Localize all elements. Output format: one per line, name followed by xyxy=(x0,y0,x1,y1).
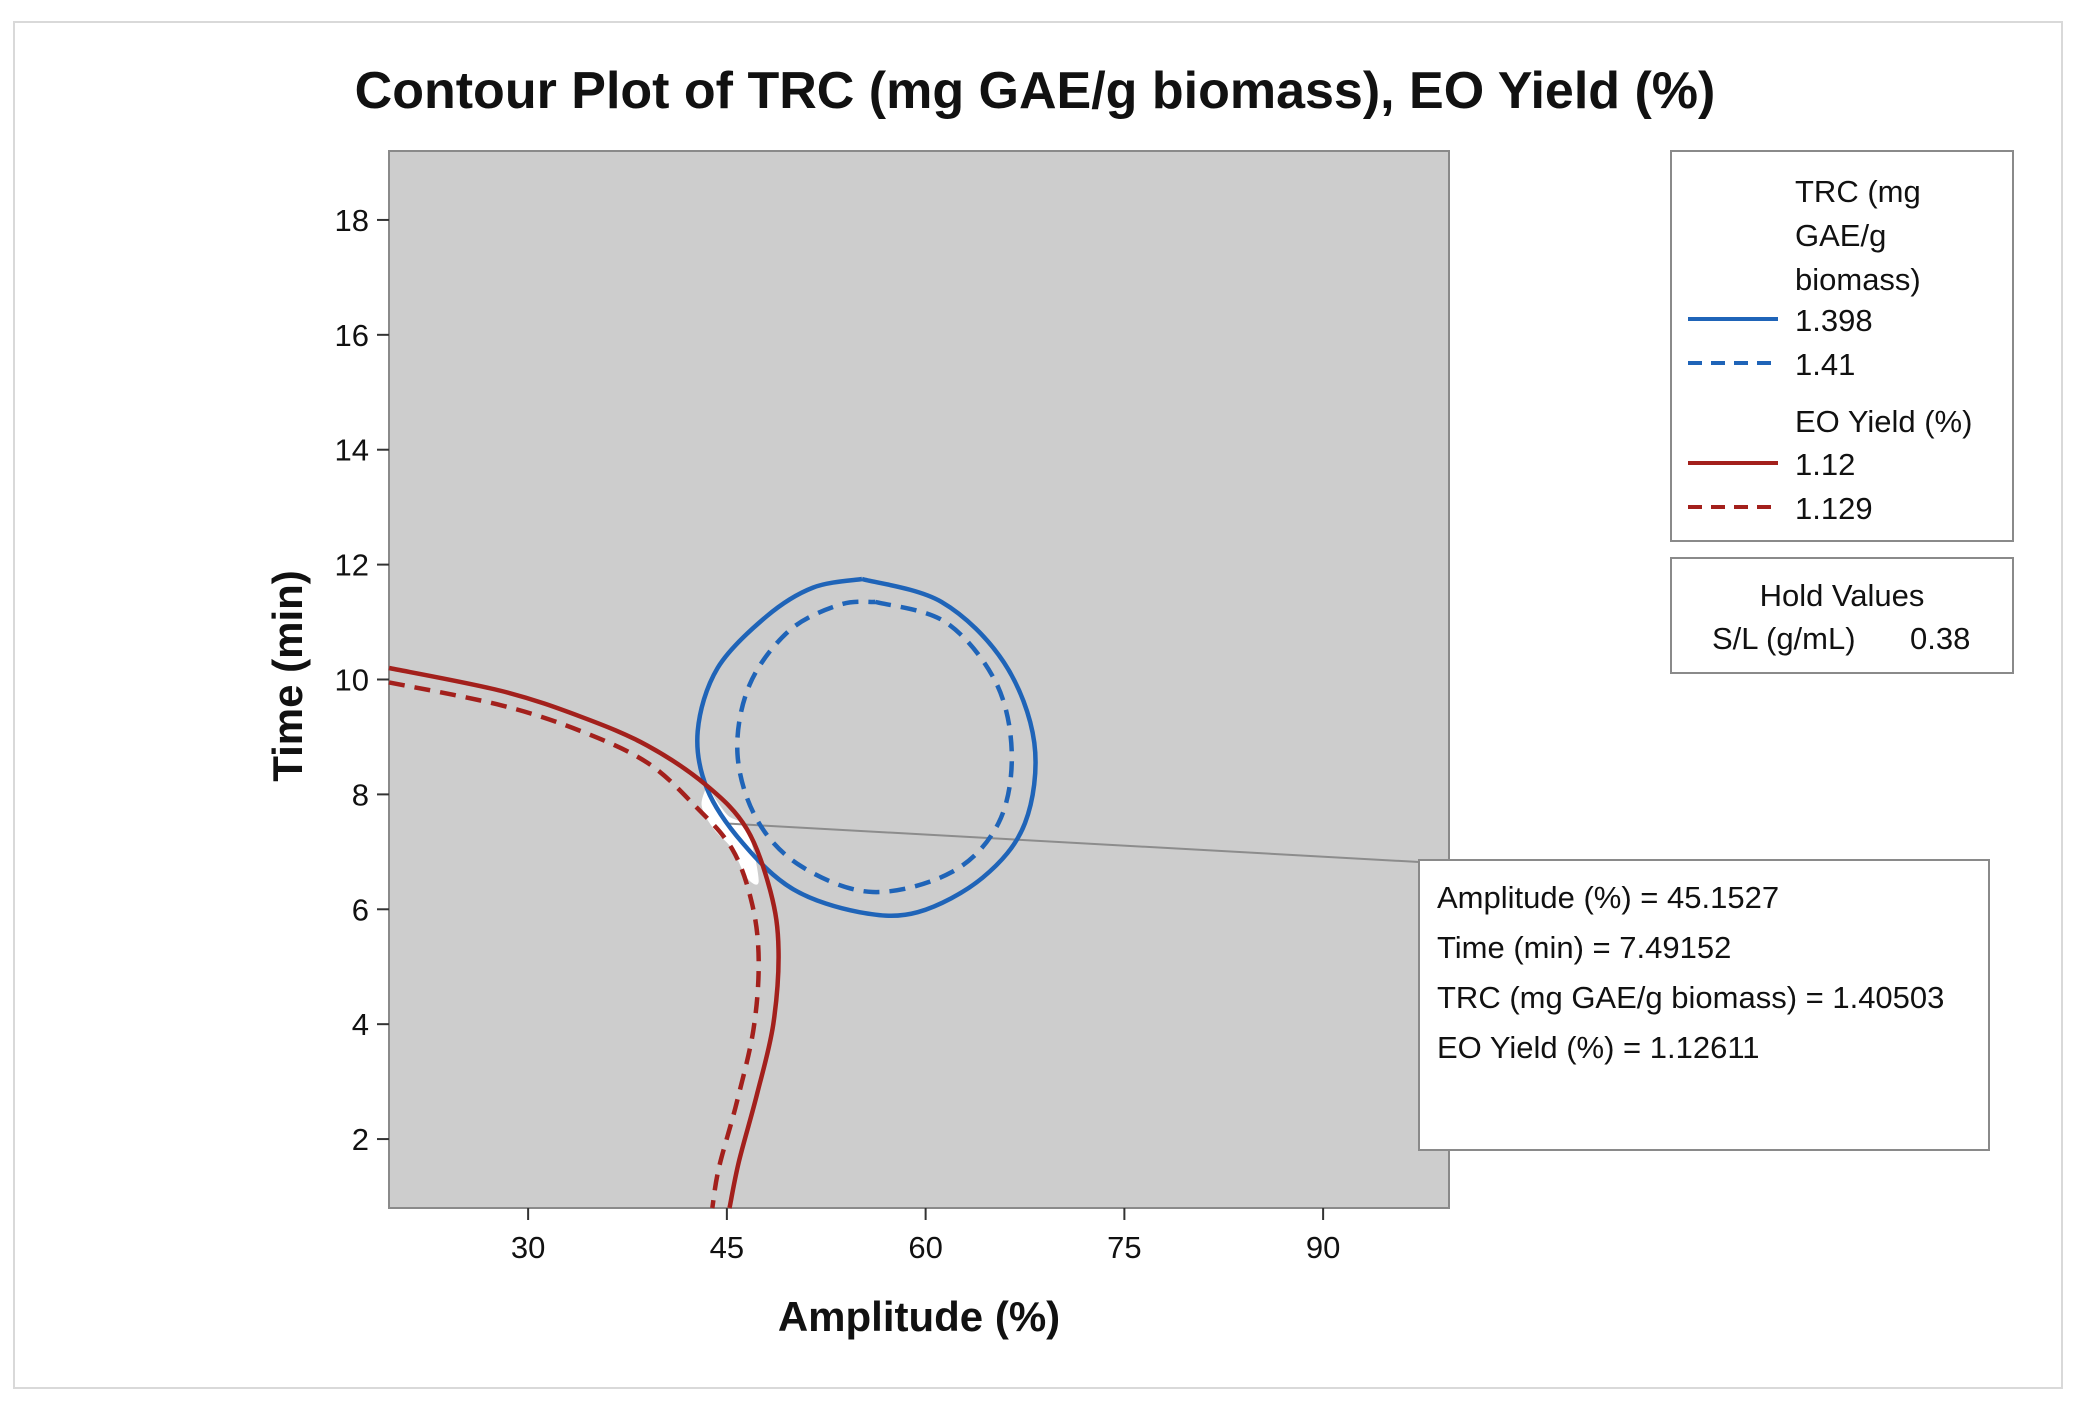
y-tick-label: 8 xyxy=(352,777,369,812)
y-tick-label: 16 xyxy=(335,318,369,353)
y-tick-label: 6 xyxy=(352,892,369,927)
y-tick-label: 4 xyxy=(352,1007,369,1042)
x-tick-label: 45 xyxy=(710,1230,744,1265)
plot-area xyxy=(388,150,1450,1209)
legend-box xyxy=(1670,150,2014,542)
x-tick-label: 60 xyxy=(908,1230,942,1265)
contour-eo-dashed xyxy=(388,680,761,1209)
y-axis: 2 4 6 8 10 12 14 16 18 xyxy=(335,203,389,1157)
legend-label-trc-1398: 1.398 xyxy=(1795,303,1873,338)
y-tick-label: 18 xyxy=(335,203,369,238)
hold-values-label: S/L (g/mL) xyxy=(1712,621,1856,656)
contour-trc-dashed xyxy=(735,599,1015,895)
x-axis: 30 45 60 75 90 xyxy=(511,1208,1340,1265)
x-tick-label: 90 xyxy=(1306,1230,1340,1265)
legend-trc-title-line1: TRC (mg xyxy=(1795,174,1921,209)
annotation-line-time: Time (min) = 7.49152 xyxy=(1437,930,1731,965)
legend: TRC (mg GAE/g biomass) 1.398 1.41 EO Yie… xyxy=(1670,150,2014,542)
chart-title: Contour Plot of TRC (mg GAE/g biomass), … xyxy=(355,62,1716,120)
crosshair-layer xyxy=(728,822,1420,863)
y-tick-label: 14 xyxy=(335,433,369,468)
contour-trc-solid xyxy=(695,576,1038,919)
y-tick-label: 10 xyxy=(335,663,369,698)
hold-values: Hold Values S/L (g/mL) 0.38 xyxy=(1670,557,2014,674)
legend-trc-title-line3: biomass) xyxy=(1795,262,1921,297)
legend-label-trc-141: 1.41 xyxy=(1795,347,1855,382)
hold-values-value: 0.38 xyxy=(1910,621,1970,656)
y-axis-title: Time (min) xyxy=(264,570,311,782)
x-axis-title: Amplitude (%) xyxy=(778,1293,1060,1340)
annotation-line-amplitude: Amplitude (%) = 45.1527 xyxy=(1437,880,1779,915)
legend-label-eo-112: 1.12 xyxy=(1795,447,1855,482)
chart-frame xyxy=(13,21,2063,1389)
legend-label-eo-1129: 1.129 xyxy=(1795,491,1873,526)
crosshair-annotation: Amplitude (%) = 45.1527 Time (min) = 7.4… xyxy=(1418,859,1990,1151)
y-tick-label: 2 xyxy=(352,1122,369,1157)
hold-values-box xyxy=(1670,557,2014,674)
contour-eo-solid xyxy=(388,665,781,1209)
annotation-line-trc: TRC (mg GAE/g biomass) = 1.40503 xyxy=(1437,980,1944,1015)
annotation-box xyxy=(1418,859,1990,1151)
x-tick-label: 75 xyxy=(1107,1230,1141,1265)
y-tick-label: 12 xyxy=(335,548,369,583)
x-tick-label: 30 xyxy=(511,1230,545,1265)
hold-values-title: Hold Values xyxy=(1760,578,1925,613)
annotation-line-eo: EO Yield (%) = 1.12611 xyxy=(1437,1030,1760,1065)
contour-lines xyxy=(388,576,1038,1209)
crosshair-guide-line xyxy=(728,822,1420,863)
legend-eo-title: EO Yield (%) xyxy=(1795,404,1972,439)
legend-trc-title-line2: GAE/g xyxy=(1795,218,1886,253)
